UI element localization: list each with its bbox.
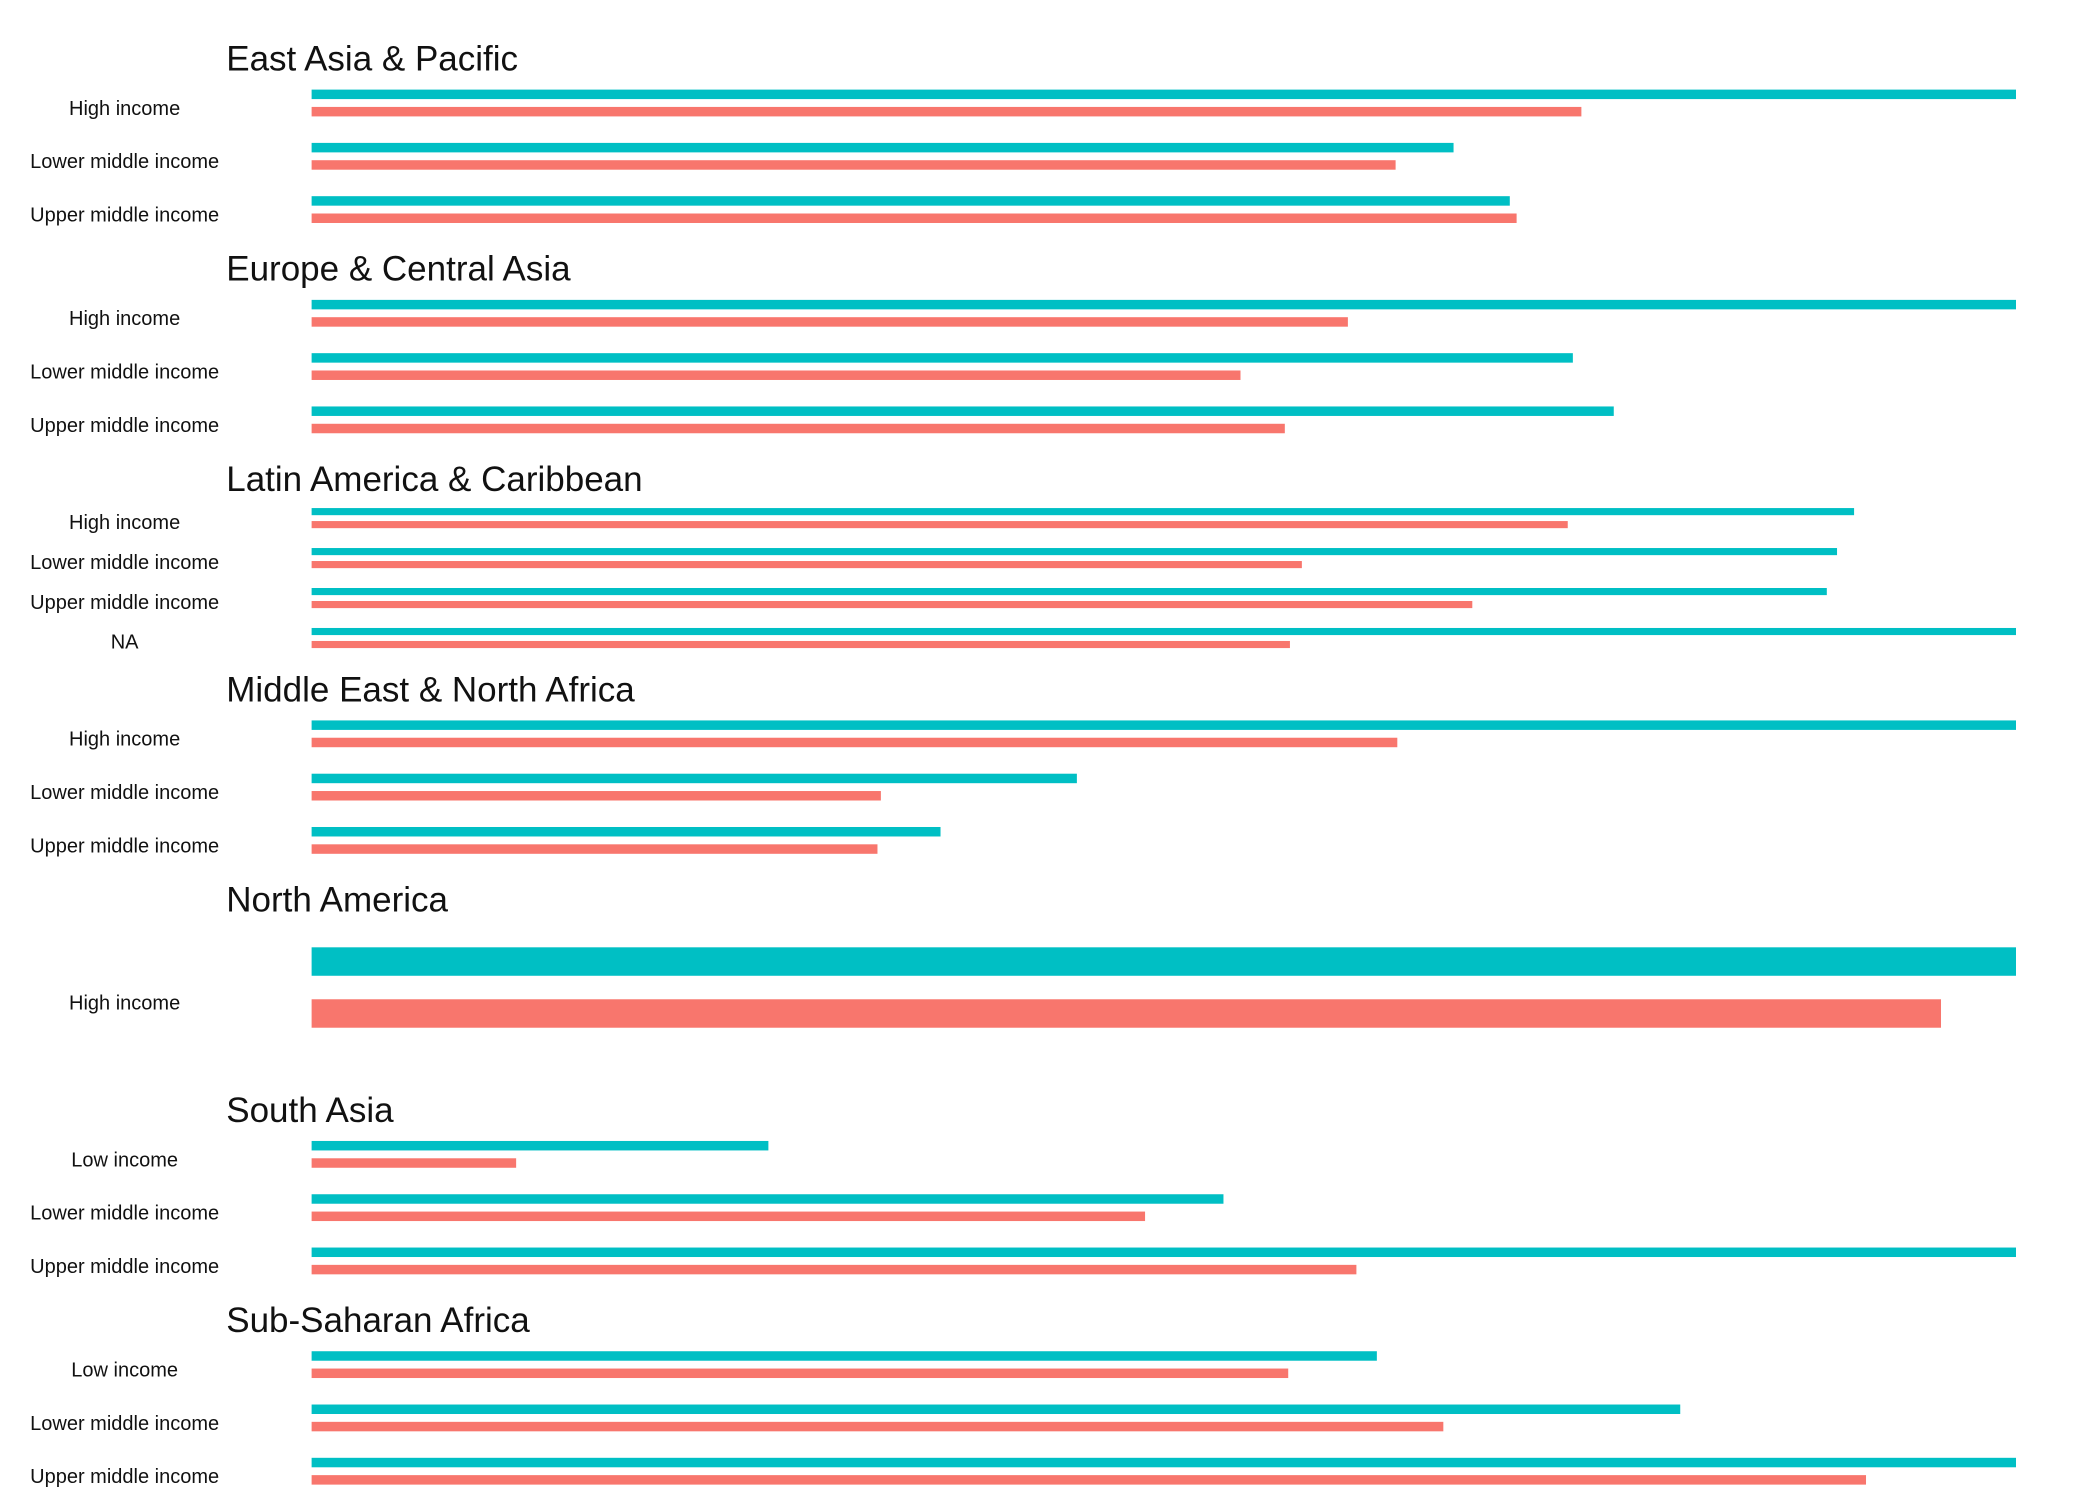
salmon-bar [311, 317, 1348, 327]
teal-bar [311, 1194, 1224, 1204]
panel-title: Sub-Saharan Africa [226, 1301, 530, 1340]
salmon-bar [311, 423, 1285, 434]
teal-bar [311, 353, 1573, 363]
salmon-bar [311, 1158, 517, 1168]
row-label: Lower middle income [30, 361, 219, 383]
panel-title: North America [226, 881, 448, 920]
salmon-bar [311, 213, 1517, 223]
row-label: Lower middle income [30, 552, 219, 574]
row-label: NA [111, 632, 139, 654]
teal-bar [311, 508, 1855, 516]
row-label: Low income [71, 1360, 178, 1382]
panel-title: Latin America & Caribbean [226, 460, 642, 499]
teal-bar [311, 1351, 1377, 1361]
row-label: Lower middle income [30, 782, 219, 804]
salmon-bar [311, 1368, 1289, 1379]
row-label: High income [69, 729, 180, 751]
teal-bar [311, 406, 1614, 416]
salmon-bar [311, 160, 1396, 170]
row-label: Low income [71, 1149, 178, 1171]
panel-title: East Asia & Pacific [226, 39, 518, 78]
salmon-bar [311, 106, 1582, 117]
panel-title: Europe & Central Asia [226, 250, 571, 289]
salmon-bar [311, 1264, 1357, 1275]
teal-bar [311, 1140, 769, 1151]
salmon-bar [311, 1475, 1867, 1485]
salmon-bar [311, 844, 878, 854]
teal-bar [311, 720, 2016, 730]
teal-bar [311, 299, 2016, 310]
teal-bar [311, 142, 1454, 153]
teal-bar [311, 826, 941, 837]
salmon-bar [311, 1421, 1444, 1432]
row-label: High income [69, 98, 180, 120]
salmon-bar [311, 999, 1942, 1028]
row-label: Lower middle income [30, 1203, 219, 1225]
teal-bar [311, 773, 1077, 784]
row-label: Upper middle income [30, 592, 219, 614]
teal-bar [311, 1247, 2016, 1258]
row-label: Upper middle income [30, 415, 219, 437]
row-label: Lower middle income [30, 1413, 219, 1435]
panel-title: South Asia [226, 1091, 394, 1130]
salmon-bar [311, 561, 1302, 569]
panel-title: Middle East & North Africa [226, 670, 635, 709]
salmon-bar [311, 1211, 1146, 1222]
salmon-bar [311, 737, 1398, 748]
teal-bar [311, 548, 1838, 556]
teal-bar [311, 196, 1510, 206]
row-label: Lower middle income [30, 151, 219, 173]
row-label: Upper middle income [30, 835, 219, 857]
row-label: Upper middle income [30, 1466, 219, 1488]
row-label: Upper middle income [30, 205, 219, 227]
salmon-bar [311, 600, 1473, 609]
row-label: High income [69, 512, 180, 534]
teal-bar [311, 89, 2016, 100]
teal-bar [311, 947, 2016, 976]
teal-bar [311, 588, 1827, 596]
salmon-bar [311, 370, 1241, 380]
teal-bar [311, 1404, 1681, 1415]
row-label: High income [69, 308, 180, 330]
salmon-bar [311, 640, 1290, 649]
salmon-bar [311, 521, 1568, 529]
row-label: High income [69, 992, 180, 1014]
row-label: Upper middle income [30, 1256, 219, 1278]
teal-bar [311, 627, 2016, 636]
teal-bar [311, 1457, 2016, 1468]
salmon-bar [311, 791, 881, 801]
